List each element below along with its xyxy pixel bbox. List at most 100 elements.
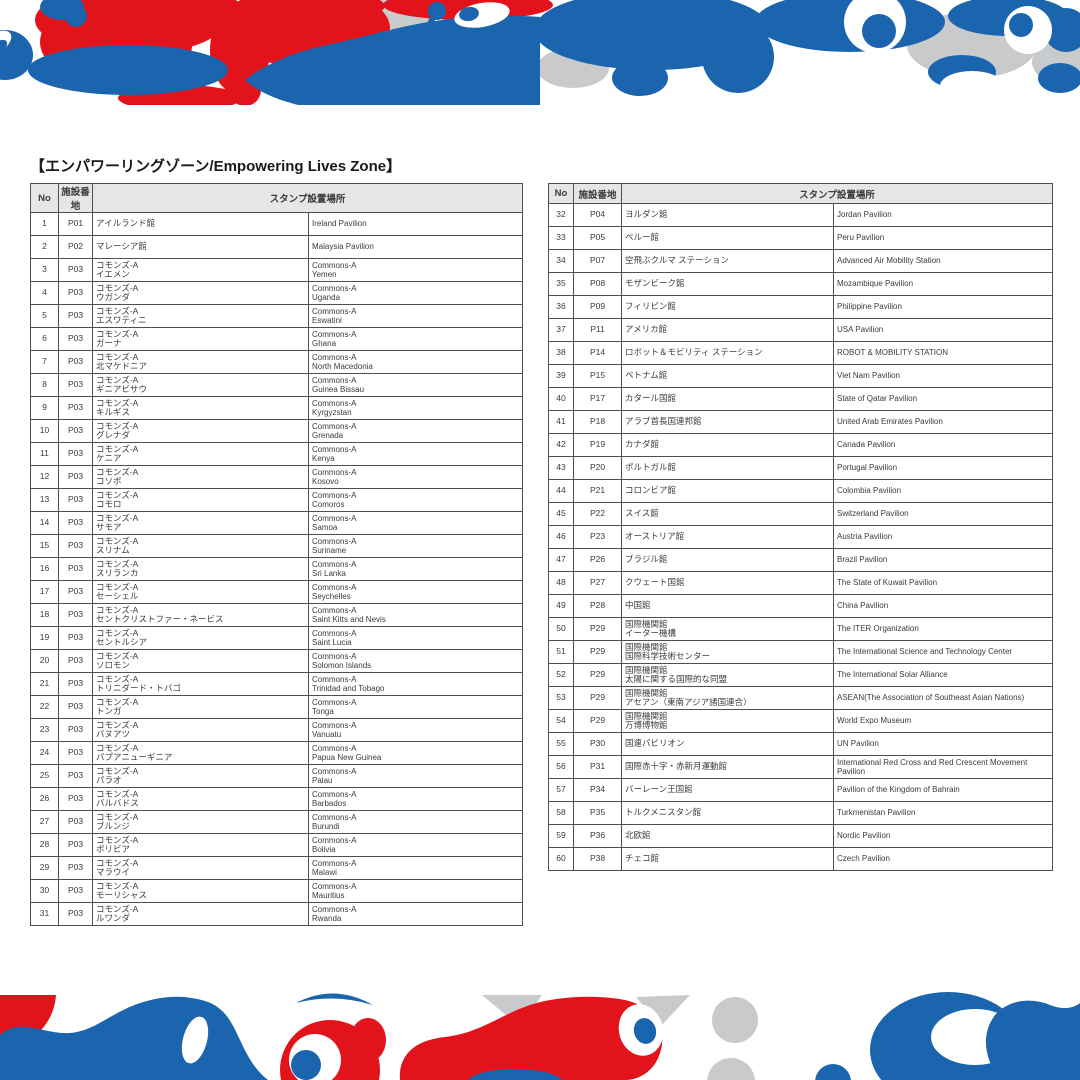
header-facility-code: 施設番地 bbox=[573, 183, 622, 204]
row-number: 18 bbox=[30, 603, 59, 627]
facility-code: P34 bbox=[573, 778, 622, 802]
facility-code: P15 bbox=[573, 364, 622, 388]
location-name-jp: コロンビア館 bbox=[621, 479, 834, 503]
facility-code: P03 bbox=[58, 281, 93, 305]
location-name-en: ROBOT & MOBILITY STATION bbox=[833, 341, 1053, 365]
location-name-en: Peru Pavilion bbox=[833, 226, 1053, 250]
location-name-jp: コモンズ-A グレナダ bbox=[92, 419, 309, 443]
facility-code: P03 bbox=[58, 419, 93, 443]
location-name-jp: コモンズ-A ギニアビサウ bbox=[92, 373, 309, 397]
row-number: 43 bbox=[548, 456, 574, 480]
table-row: 14 P03 コモンズ-A サモア Commons-A Samoa bbox=[30, 511, 523, 535]
location-name-en: Commons-A Saint Lucia bbox=[308, 626, 523, 650]
location-name-jp: コモンズ-A ボリビア bbox=[92, 833, 309, 857]
facility-code: P03 bbox=[58, 718, 93, 742]
location-name-en: Jordan Pavilion bbox=[833, 203, 1053, 227]
location-name-jp: コモンズ-A ブルンジ bbox=[92, 810, 309, 834]
location-name-jp: コモンズ-A 北マケドニア bbox=[92, 350, 309, 374]
location-name-jp: 国際機関館 国際科学技術センター bbox=[621, 640, 834, 664]
location-name-en: Commons-A Comoros bbox=[308, 488, 523, 512]
row-number: 37 bbox=[548, 318, 574, 342]
row-number: 50 bbox=[548, 617, 574, 641]
bottom-blob-decoration bbox=[0, 992, 1080, 1080]
facility-code: P23 bbox=[573, 525, 622, 549]
location-name-jp: カナダ館 bbox=[621, 433, 834, 457]
location-name-jp: 国際機関館 イーター機構 bbox=[621, 617, 834, 641]
table-row: 35 P08 モザンビーク館 Mozambique Pavilion bbox=[548, 272, 1053, 296]
facility-code: P21 bbox=[573, 479, 622, 503]
location-name-en: Mozambique Pavilion bbox=[833, 272, 1053, 296]
location-name-en: Commons-A Palau bbox=[308, 764, 523, 788]
location-name-en: The State of Kuwait Pavilion bbox=[833, 571, 1053, 595]
table-row: 57 P34 バーレーン王国館 Pavilion of the Kingdom of … bbox=[548, 778, 1053, 802]
location-name-en: Philippine Pavilion bbox=[833, 295, 1053, 319]
row-number: 41 bbox=[548, 410, 574, 434]
row-number: 15 bbox=[30, 534, 59, 558]
table-row: 46 P23 オーストリア館 Austria Pavilion bbox=[548, 525, 1053, 549]
facility-code: P03 bbox=[58, 258, 93, 282]
table-row: 43 P20 ポルトガル館 Portugal Pavilion bbox=[548, 456, 1053, 480]
facility-code: P20 bbox=[573, 456, 622, 480]
location-name-jp: アメリカ館 bbox=[621, 318, 834, 342]
location-name-en: Commons-A Solomon Islands bbox=[308, 649, 523, 673]
location-name-en: Austria Pavilion bbox=[833, 525, 1053, 549]
facility-code: P03 bbox=[58, 488, 93, 512]
facility-code: P04 bbox=[573, 203, 622, 227]
location-name-jp: コモンズ-A コモロ bbox=[92, 488, 309, 512]
row-number: 5 bbox=[30, 304, 59, 328]
location-name-en: Commons-A Uganda bbox=[308, 281, 523, 305]
location-name-en: State of Qatar Pavilion bbox=[833, 387, 1053, 411]
row-number: 54 bbox=[548, 709, 574, 733]
location-name-en: Commons-A Rwanda bbox=[308, 902, 523, 926]
table-row: 42 P19 カナダ館 Canada Pavilion bbox=[548, 433, 1053, 457]
location-name-en: USA Pavilion bbox=[833, 318, 1053, 342]
location-name-jp: 国際機関館 太陽に関する国際的な同盟 bbox=[621, 663, 834, 687]
row-number: 13 bbox=[30, 488, 59, 512]
facility-code: P03 bbox=[58, 856, 93, 880]
facility-code: P03 bbox=[58, 350, 93, 374]
table-row: 41 P18 アラブ首長国連邦館 United Arab Emirates Pavil… bbox=[548, 410, 1053, 434]
location-name-jp: コモンズ-A ソロモン bbox=[92, 649, 309, 673]
location-name-en: Commons-A Barbados bbox=[308, 787, 523, 811]
location-name-en: Portugal Pavilion bbox=[833, 456, 1053, 480]
location-name-jp: コモンズ-A バルバドス bbox=[92, 787, 309, 811]
table-row: 34 P07 空飛ぶクルマ ステーション Advanced Air Mobility … bbox=[548, 249, 1053, 273]
row-number: 57 bbox=[548, 778, 574, 802]
table-row: 7 P03 コモンズ-A 北マケドニア Commons-A North Macedon… bbox=[30, 350, 523, 374]
row-number: 49 bbox=[548, 594, 574, 618]
location-name-jp: アイルランド館 bbox=[92, 212, 309, 236]
facility-code: P03 bbox=[58, 580, 93, 604]
row-number: 53 bbox=[548, 686, 574, 710]
location-name-en: Turkmenistan Pavilion bbox=[833, 801, 1053, 825]
row-number: 52 bbox=[548, 663, 574, 687]
location-name-jp: 国際機関館 アセアン（東南アジア諸国連合） bbox=[621, 686, 834, 710]
location-name-en: Commons-A Eswatini bbox=[308, 304, 523, 328]
row-number: 59 bbox=[548, 824, 574, 848]
location-name-en: The International Science and Technology… bbox=[833, 640, 1053, 664]
row-number: 32 bbox=[548, 203, 574, 227]
row-number: 30 bbox=[30, 879, 59, 903]
facility-code: P03 bbox=[58, 511, 93, 535]
row-number: 4 bbox=[30, 281, 59, 305]
location-name-en: Commons-A Yemen bbox=[308, 258, 523, 282]
facility-code: P31 bbox=[573, 755, 622, 779]
location-name-jp: トルクメニスタン館 bbox=[621, 801, 834, 825]
row-number: 40 bbox=[548, 387, 574, 411]
location-name-jp: コモンズ-A セントクリストファー・ネービス bbox=[92, 603, 309, 627]
facility-code: P03 bbox=[58, 833, 93, 857]
header-facility-code: 施設番地 bbox=[58, 183, 93, 213]
row-number: 8 bbox=[30, 373, 59, 397]
row-number: 10 bbox=[30, 419, 59, 443]
location-name-en: Commons-A Suriname bbox=[308, 534, 523, 558]
location-name-en: Advanced Air Mobility Station bbox=[833, 249, 1053, 273]
table-row: 8 P03 コモンズ-A ギニアビサウ Commons-A Guinea Bissau bbox=[30, 373, 523, 397]
location-name-en: Commons-A Kosovo bbox=[308, 465, 523, 489]
location-name-jp: コモンズ-A ルワンダ bbox=[92, 902, 309, 926]
row-number: 22 bbox=[30, 695, 59, 719]
facility-code: P03 bbox=[58, 879, 93, 903]
location-name-jp: コモンズ-A バヌアツ bbox=[92, 718, 309, 742]
row-number: 11 bbox=[30, 442, 59, 466]
location-name-jp: コモンズ-A ガーナ bbox=[92, 327, 309, 351]
location-name-jp: ロボット＆モビリティ ステーション bbox=[621, 341, 834, 365]
location-name-en: Colombia Pavilion bbox=[833, 479, 1053, 503]
